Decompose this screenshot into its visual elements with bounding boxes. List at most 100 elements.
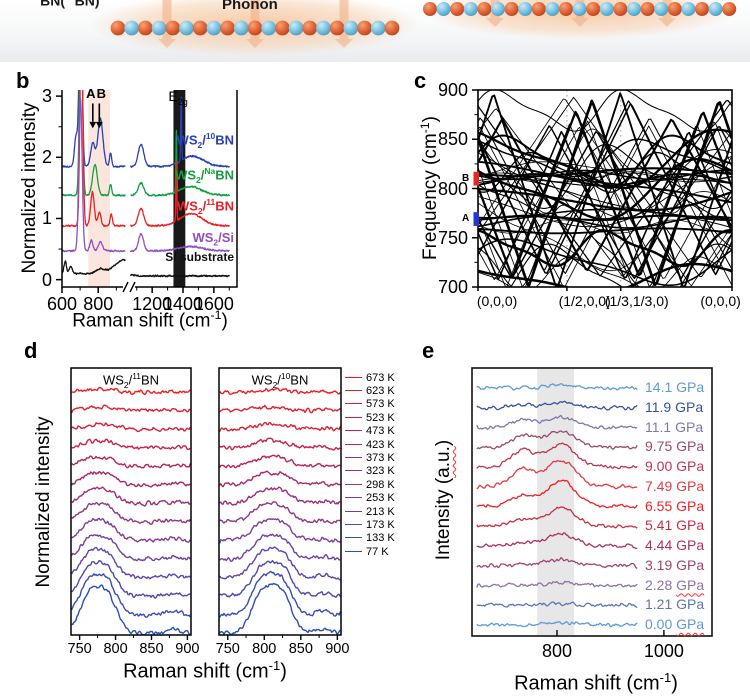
d-legend-label: 623 K <box>366 384 395 397</box>
d-legend-label: 133 K <box>366 532 395 545</box>
d-legend-label: 673 K <box>366 371 395 384</box>
isotope-label: 10BN(11BN) <box>30 0 100 9</box>
d-x-tick-label: 750 <box>67 641 92 657</box>
d-legend-label: 373 K <box>366 451 395 464</box>
d-legend-line <box>345 389 362 391</box>
d-legend-label: 523 K <box>366 411 395 424</box>
e-x-tick-label: 800 <box>541 641 572 661</box>
e-pressure-unit: GPa <box>676 596 705 613</box>
e-pressure-label: 9.00 GPa <box>645 458 705 474</box>
c-marker-label-B: B <box>462 172 470 184</box>
b-y-tick-label: 0 <box>41 269 52 290</box>
d-legend-label: 423 K <box>366 438 395 451</box>
e-pressure-unit: GPa <box>676 517 705 534</box>
d-legend-line <box>345 403 362 405</box>
e-pressure-unit: GPa <box>676 477 705 494</box>
b-series-label: WS2/NaBN <box>175 165 234 185</box>
b-plot <box>56 90 238 293</box>
panel-letter-c: c <box>414 68 427 93</box>
b-x-tick-label: 800 <box>83 294 114 314</box>
e-pressure-label: 7.49 GPa <box>645 477 705 494</box>
d-legend-line <box>345 430 362 432</box>
e-pressure-unit: GPa <box>676 616 705 632</box>
b-annotation-B: B <box>96 85 107 101</box>
e-pressure-label: 9.75 GPa <box>645 438 705 455</box>
panel-d-temperature-raman: d Normalized intensity Raman shift (cm-1… <box>0 340 420 700</box>
b-annotation-A: A <box>86 85 96 101</box>
d-legend-line <box>345 443 362 445</box>
d-legend-line <box>345 416 362 418</box>
b-y-tick-label: 1 <box>41 208 52 229</box>
phonon-label: Phonon <box>222 0 278 13</box>
e-pressure-unit: GPa <box>675 418 704 435</box>
d-legend-label: 573 K <box>366 398 395 411</box>
d-legend-line <box>345 483 362 485</box>
panel-letter-b: b <box>16 68 30 93</box>
e-pressure-label: 4.44 GPa <box>645 537 705 553</box>
d-legend-label: 323 K <box>366 465 395 478</box>
e-pressure-unit: GPa <box>676 438 705 455</box>
panel-b-raman-spectra: b Normalized intensity Raman shift (cm-1… <box>0 70 390 342</box>
d-legend-label: 173 K <box>366 518 395 531</box>
c-y-tick-label: 850 <box>437 129 468 150</box>
d-legend-line <box>345 376 362 378</box>
c-y-tick-label: 700 <box>437 277 468 297</box>
d-legend-line <box>345 456 362 458</box>
d-legend-line <box>345 470 362 472</box>
c-x-path-label: (1/3,1/3,0) <box>604 293 669 309</box>
b-series-label: Si substrate <box>165 250 234 265</box>
d-x-tick-label: 900 <box>175 641 200 657</box>
b-x-tick-label: 1600 <box>193 294 234 314</box>
d-x-tick-label: 850 <box>139 641 164 657</box>
d-legend-line <box>345 550 362 552</box>
c-y-tick-label: 800 <box>437 178 468 199</box>
d-legend-label: 473 K <box>366 425 395 438</box>
panel-letter-d: d <box>24 338 38 363</box>
b-y-tick-label: 2 <box>41 147 52 168</box>
e-pressure-label: 0.00 GPa <box>645 616 705 632</box>
d-x-tick-label: 900 <box>325 641 350 657</box>
b-x-axis-title: Raman shift (cm-1) <box>72 308 228 332</box>
e-pressure-label: 2.28 GPa <box>645 576 705 593</box>
e-pressure-unit: GPa <box>676 537 705 553</box>
d-legend-line <box>345 497 362 499</box>
e-plot <box>471 367 713 637</box>
d-legend-line <box>345 510 362 512</box>
d-x-tick-label: 750 <box>215 641 240 657</box>
d-legend-label: 213 K <box>366 505 395 518</box>
e-pressure-label: 5.41 GPa <box>645 517 705 534</box>
panel-a-phonon-illustration: 10BN(11BN) Phonon <box>0 0 750 62</box>
d-right-box-title: WS2/10BN <box>251 371 309 390</box>
e-x-axis-title: Raman shift (cm-1) <box>514 670 678 695</box>
c-y-tick-label: 900 <box>437 80 468 100</box>
d-legend-line <box>345 537 362 539</box>
c-plot <box>472 89 733 291</box>
e-pressure-label: 11.9 GPa <box>645 398 704 415</box>
d-left-box-title: WS2/11BN <box>102 371 160 390</box>
e-x-tick-label: 1000 <box>643 641 684 661</box>
e-pressure-label: 1.21 GPa <box>645 596 705 613</box>
c-y-tick-label: 750 <box>437 227 468 248</box>
e-pressure-unit: GPa <box>676 556 705 573</box>
d-x-tick-label: 800 <box>103 641 128 657</box>
e-pressure-label: 14.1 GPa <box>645 379 705 395</box>
d-x-tick-label: 800 <box>252 641 277 657</box>
b-x-tick-label: 1400 <box>162 294 204 314</box>
e-pressure-unit: GPa <box>675 398 704 415</box>
c-x-path-label: (0,0,0) <box>700 293 741 309</box>
e-pressure-label: 6.55 GPa <box>645 497 705 514</box>
b-series-label: WS2/10BN <box>176 130 234 150</box>
e-pressure-unit: GPa <box>676 379 705 395</box>
d-legend-label: 253 K <box>366 492 395 505</box>
e-pressure-unit: GPa <box>676 458 705 474</box>
c-x-path-label: (0,0,0) <box>476 293 518 309</box>
b-series-label: WS2/11BN <box>177 197 234 216</box>
b-series-label: WS2/Si <box>192 230 234 248</box>
e-pressure-label: 11.1 GPa <box>645 418 704 435</box>
panel-letter-e: e <box>422 338 435 363</box>
b-x-tick-label: 600 <box>46 294 78 314</box>
c-x-path-label: (1/2,0,0) <box>558 293 611 309</box>
d-x-axis-title: Raman shift (cm-1) <box>123 658 287 683</box>
panel-e-pressure-raman: e Intensity (a.u.) Raman shift (cm-1) 80… <box>420 340 750 700</box>
